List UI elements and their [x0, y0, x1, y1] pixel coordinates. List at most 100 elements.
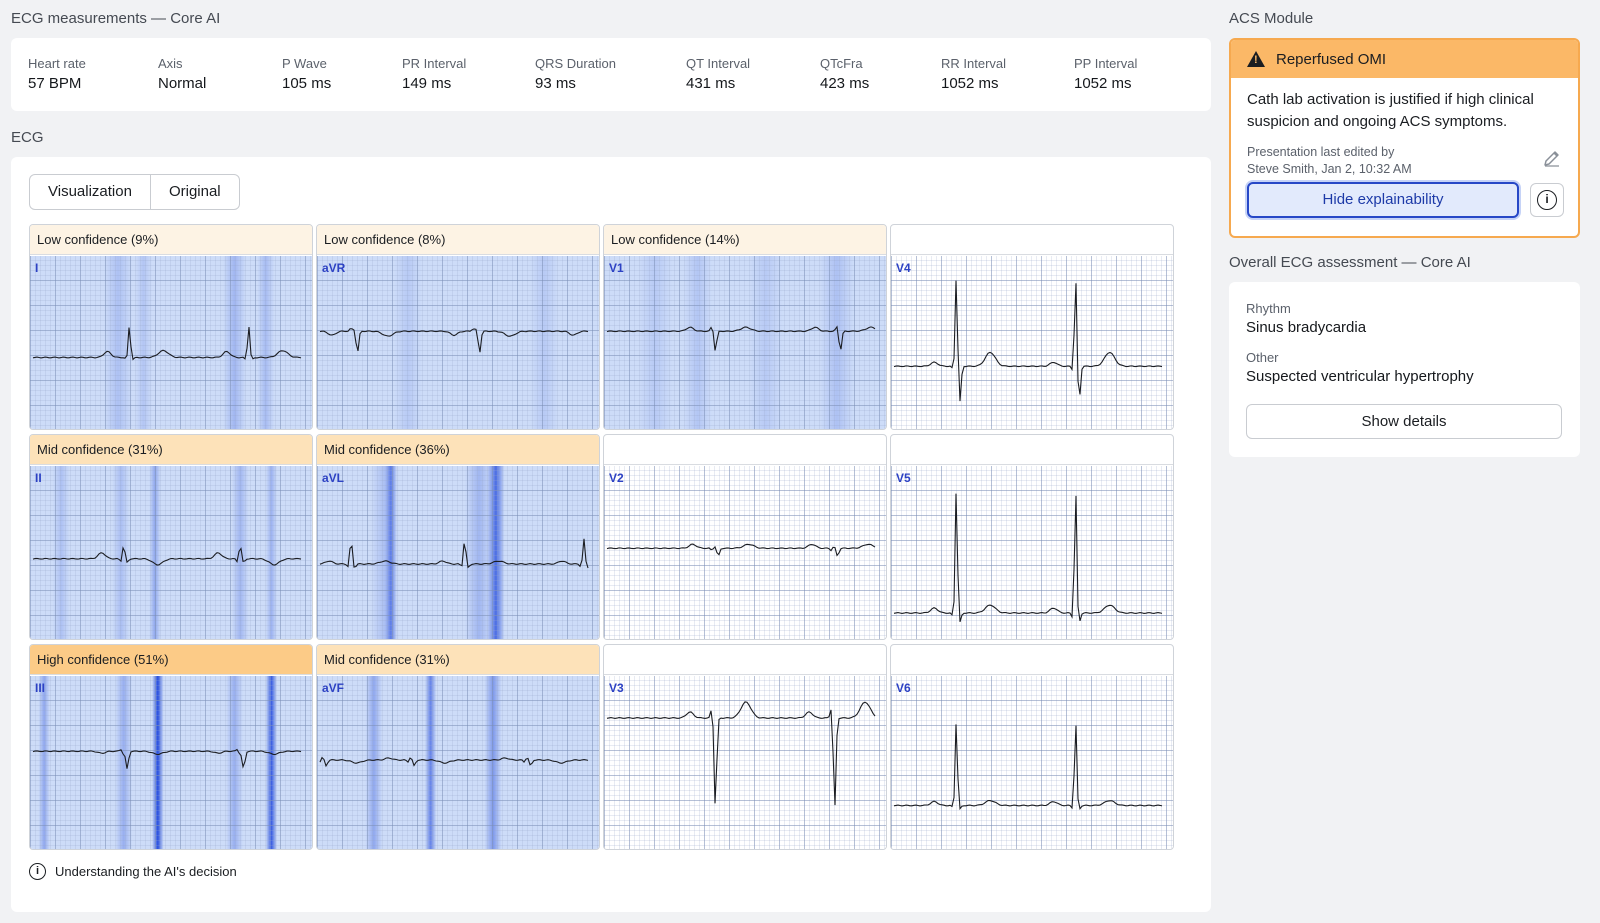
- measurement-label: QTcFra: [820, 56, 863, 71]
- lead-name: V5: [896, 471, 911, 485]
- other-value: Suspected ventricular hypertrophy: [1246, 368, 1474, 385]
- ecg-grid: [317, 466, 599, 639]
- lead-confidence-label: Mid confidence (31%): [30, 435, 312, 465]
- tab-original[interactable]: Original: [149, 175, 239, 209]
- lead-i[interactable]: Low confidence (9%) I: [29, 224, 313, 430]
- lead-confidence-label: High confidence (51%): [30, 645, 312, 675]
- lead-name: I: [35, 261, 39, 275]
- lead-confidence-label: Low confidence (14%): [604, 225, 886, 255]
- other-label: Other: [1246, 350, 1279, 365]
- ecg-trace: [319, 756, 589, 768]
- lead-name: II: [35, 471, 42, 485]
- measurement-value: 149 ms: [402, 75, 452, 92]
- lead-v3[interactable]: V3: [603, 644, 887, 850]
- rhythm-label: Rhythm: [1246, 301, 1291, 316]
- ecg-trace: [319, 328, 589, 353]
- ecg-waveform: [319, 756, 589, 768]
- lead-avr[interactable]: Low confidence (8%) aVR: [316, 224, 600, 430]
- measurement-qrs-duration: QRS Duration 93 ms: [535, 56, 616, 92]
- measurement-heart-rate: Heart rate 57 BPM: [28, 56, 86, 92]
- lead-v2[interactable]: V2: [603, 434, 887, 640]
- lead-iii[interactable]: High confidence (51%) III: [29, 644, 313, 850]
- lead-confidence-label: [604, 435, 886, 465]
- understand-link[interactable]: i Understanding the AI's decision: [29, 863, 237, 880]
- ecg-waveform: [893, 493, 1163, 623]
- measurements-card: Heart rate 57 BPM Axis Normal P Wave 105 ms PR…: [11, 38, 1211, 111]
- measurement-value: 93 ms: [535, 75, 576, 92]
- warning-icon: !: [1247, 51, 1265, 67]
- ecg-trace: [32, 748, 302, 769]
- lead-name: V2: [609, 471, 624, 485]
- understand-label: Understanding the AI's decision: [55, 864, 237, 879]
- acs-title: ACS Module: [1229, 10, 1314, 27]
- ecg-trace: [893, 280, 1163, 402]
- ecg-grid: [317, 676, 599, 849]
- edited-line-1: Presentation last edited by: [1247, 145, 1395, 159]
- ecg-waveform: [606, 543, 876, 557]
- acs-card: ! Reperfused OMI Cath lab activation is …: [1229, 38, 1580, 238]
- ecg-grid: [30, 676, 312, 849]
- measurement-rr-interval: RR Interval 1052 ms: [941, 56, 1006, 92]
- rhythm-value: Sinus bradycardia: [1246, 319, 1367, 336]
- tab-visualization[interactable]: Visualization: [48, 183, 132, 200]
- ecg-grid: [30, 256, 312, 429]
- measurement-qt-interval: QT Interval 431 ms: [686, 56, 750, 92]
- hide-explainability-button[interactable]: Hide explainability: [1247, 182, 1519, 218]
- acs-alert-label: Reperfused OMI: [1276, 50, 1387, 68]
- edited-line-2: Steve Smith, Jan 2, 10:32 AM: [1247, 162, 1412, 176]
- measurement-label: P Wave: [282, 56, 327, 71]
- measurements-title: ECG measurements — Core AI: [11, 10, 221, 27]
- assessment-card: Rhythm Sinus bradycardia Other Suspected…: [1229, 282, 1580, 457]
- measurement-value: 57 BPM: [28, 75, 82, 92]
- lead-v5[interactable]: V5: [890, 434, 1174, 640]
- lead-confidence-label: [891, 645, 1173, 675]
- lead-name: aVL: [322, 471, 345, 485]
- ecg-title: ECG: [11, 129, 44, 146]
- pencil-icon[interactable]: [1542, 148, 1562, 168]
- ecg-grid: [604, 466, 886, 639]
- measurement-value: 423 ms: [820, 75, 870, 92]
- lead-v4[interactable]: V4: [890, 224, 1174, 430]
- edited-info: Presentation last edited by Steve Smith,…: [1247, 144, 1527, 178]
- ecg-trace: [606, 325, 876, 351]
- ecg-waveform: [893, 724, 1163, 811]
- info-icon: i: [1537, 190, 1557, 210]
- lead-name: aVR: [322, 261, 346, 275]
- ecg-trace: [32, 327, 302, 361]
- measurement-label: PP Interval: [1074, 56, 1138, 71]
- measurement-pr-interval: PR Interval 149 ms: [402, 56, 466, 92]
- lead-confidence-label: Low confidence (8%): [317, 225, 599, 255]
- lead-name: V6: [896, 681, 911, 695]
- acs-alert-bar: ! Reperfused OMI: [1231, 40, 1578, 78]
- lead-confidence-label: [891, 435, 1173, 465]
- measurement-label: QRS Duration: [535, 56, 616, 71]
- ecg-waveform: [893, 280, 1163, 402]
- measurement-label: Axis: [158, 56, 183, 71]
- lead-name: V1: [609, 261, 624, 275]
- ecg-grid: [30, 466, 312, 639]
- ecg-grid: [317, 256, 599, 429]
- explainability-info-button[interactable]: i: [1530, 183, 1564, 217]
- ecg-waveform: [319, 328, 589, 353]
- lead-avf[interactable]: Mid confidence (31%) aVF: [316, 644, 600, 850]
- acs-message: Cath lab activation is justified if high…: [1247, 91, 1534, 130]
- ecg-card: Visualization Original Low confidence (9…: [11, 157, 1211, 912]
- lead-confidence-label: [891, 225, 1173, 255]
- lead-name: V3: [609, 681, 624, 695]
- measurement-pp-interval: PP Interval 1052 ms: [1074, 56, 1137, 92]
- measurement-axis: Axis Normal: [158, 56, 206, 92]
- assessment-title: Overall ECG assessment — Core AI: [1229, 254, 1471, 271]
- ecg-waveform: [606, 325, 876, 351]
- lead-name: III: [35, 681, 46, 695]
- show-details-button[interactable]: Show details: [1246, 404, 1562, 439]
- ecg-waveform: [32, 546, 302, 566]
- measurement-label: Heart rate: [28, 56, 86, 71]
- ecg-trace: [893, 724, 1163, 811]
- lead-v6[interactable]: V6: [890, 644, 1174, 850]
- measurement-label: QT Interval: [686, 56, 751, 71]
- ecg-waveform: [32, 748, 302, 769]
- lead-ii[interactable]: Mid confidence (31%) II: [29, 434, 313, 640]
- lead-avl[interactable]: Mid confidence (36%) aVL: [316, 434, 600, 640]
- lead-v1[interactable]: Low confidence (14%) V1: [603, 224, 887, 430]
- ecg-waveform: [319, 538, 589, 569]
